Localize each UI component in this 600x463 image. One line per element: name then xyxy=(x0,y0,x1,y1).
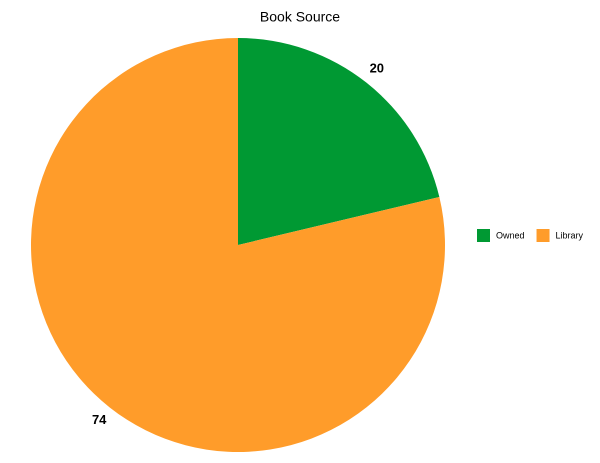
chart-title: Book Source xyxy=(260,9,340,25)
legend-swatch xyxy=(477,229,490,242)
pie-slice xyxy=(30,38,446,452)
legend-label: Library xyxy=(556,230,584,240)
pie-slice xyxy=(238,38,440,245)
legend-swatch xyxy=(536,229,550,242)
value-label: 20 xyxy=(370,61,384,76)
legend-label: Owned xyxy=(496,230,525,240)
value-label: 74 xyxy=(92,412,107,427)
